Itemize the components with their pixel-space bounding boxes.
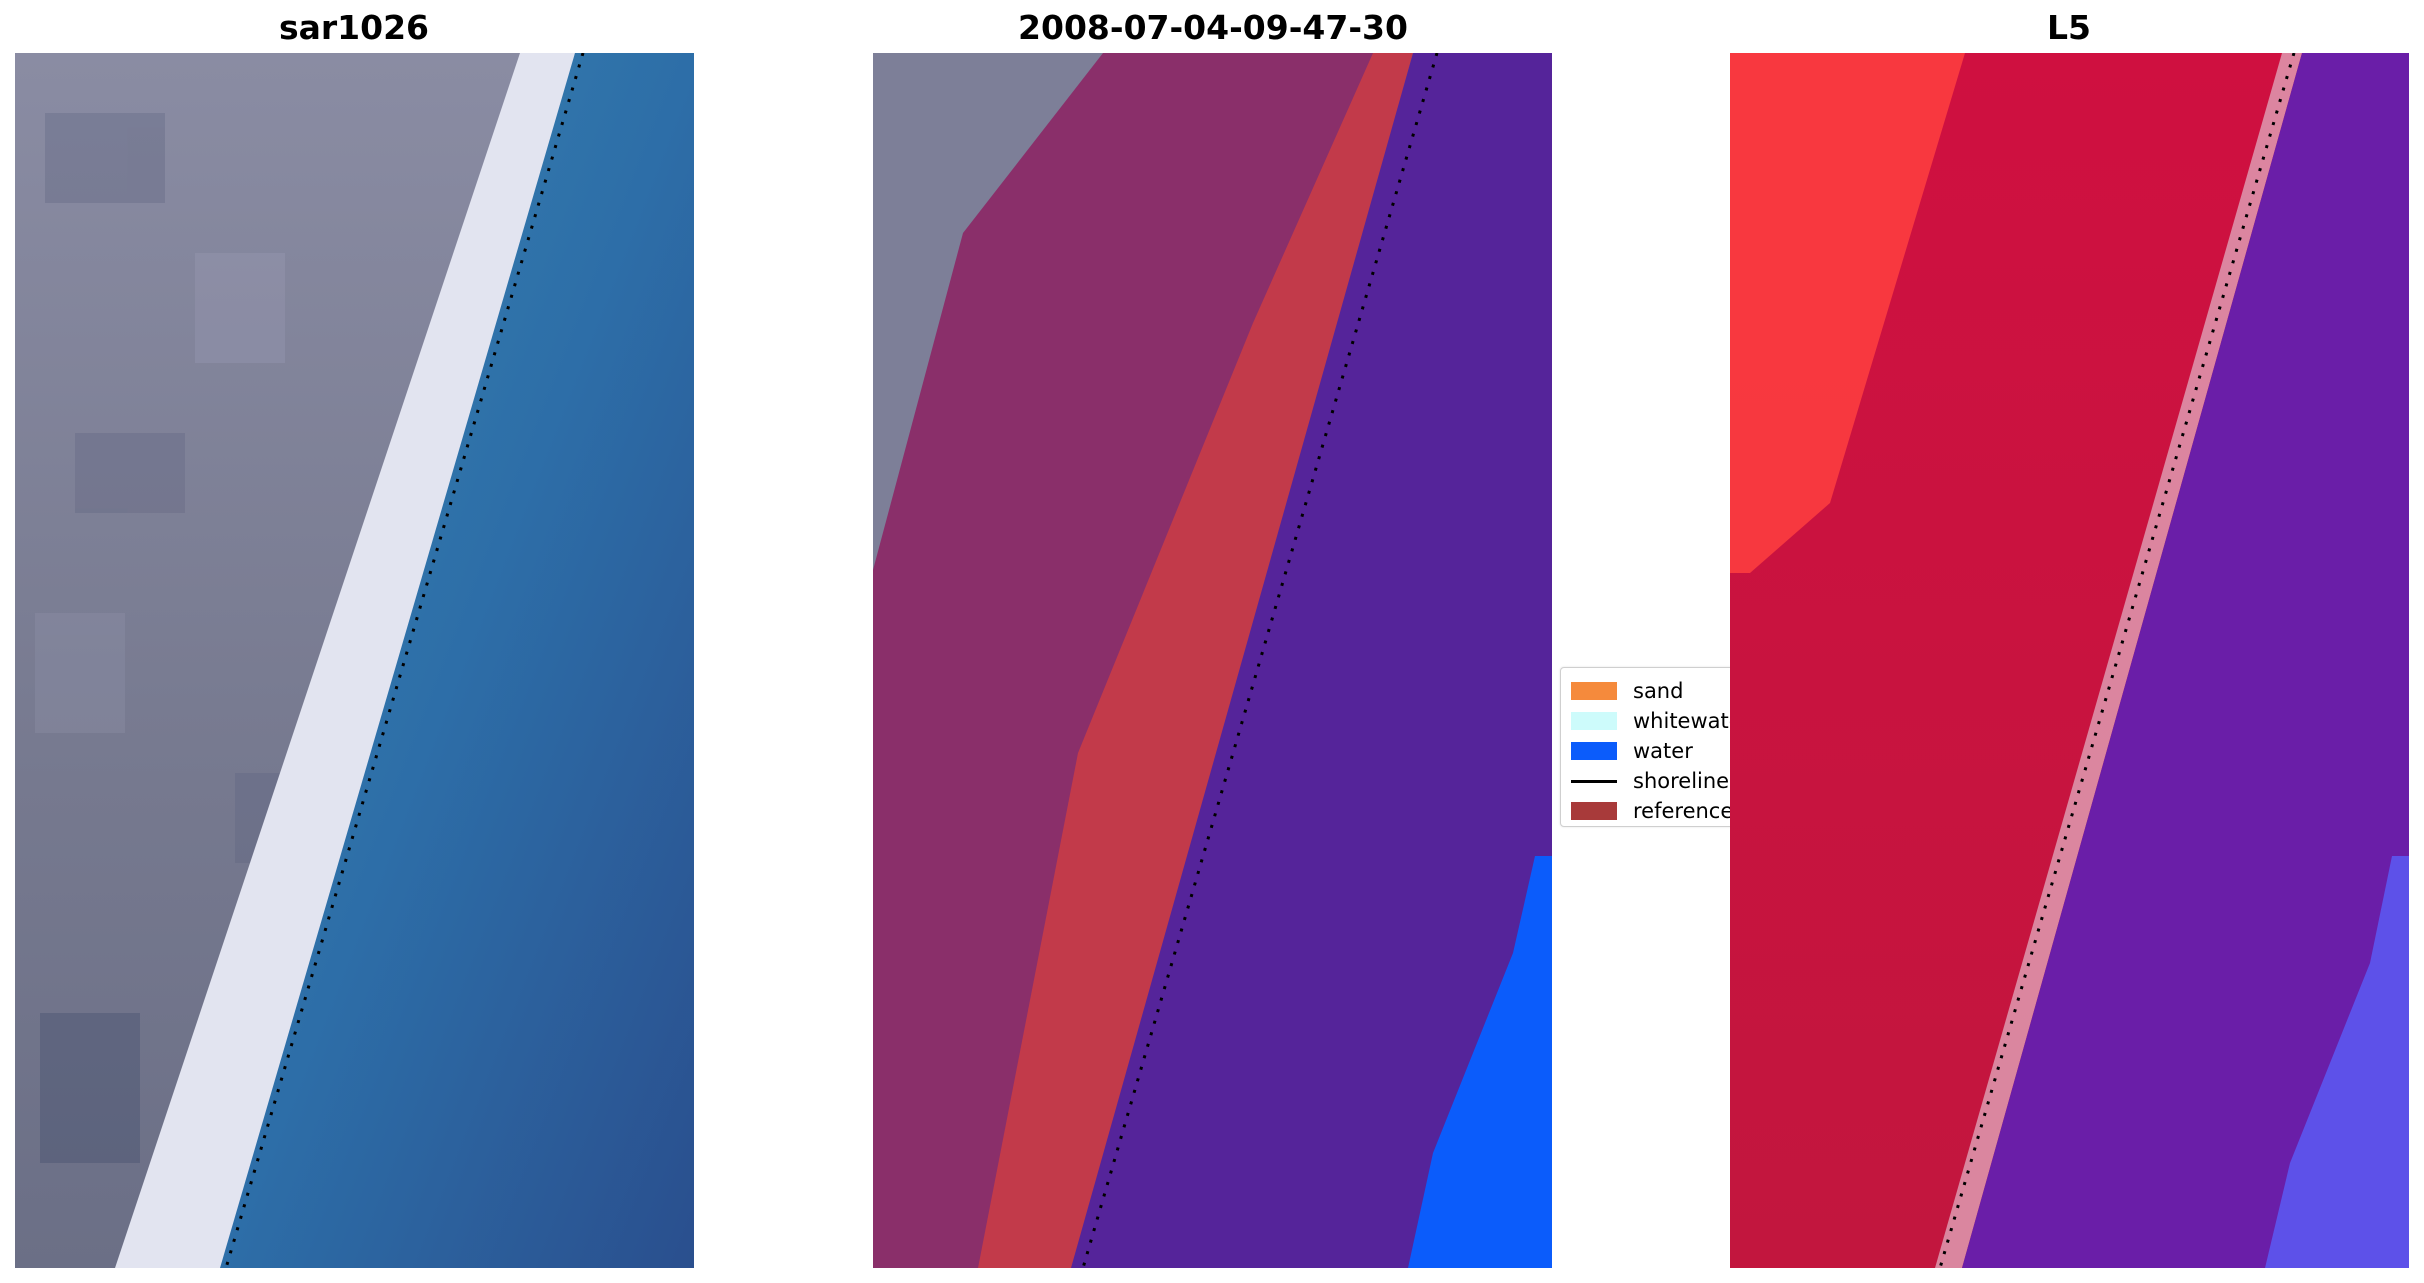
legend: sand whitewater water shoreline referenc… — [1560, 667, 1737, 827]
legend-label: water — [1633, 739, 1693, 763]
reference-band — [978, 53, 1413, 1268]
probability-map-panel — [1730, 53, 2409, 1268]
water-class-region — [1408, 856, 1552, 1268]
legend-label: whitewater — [1633, 709, 1736, 733]
panel-title-probability: L5 — [2047, 8, 2091, 47]
transition-band — [1935, 53, 2302, 1268]
legend-label: reference — [1633, 799, 1734, 823]
legend-item-water: water — [1571, 738, 1693, 764]
whitewater-swatch — [1571, 712, 1617, 730]
high-probability-region — [1730, 53, 1965, 573]
panel-title-classified: 2008-07-04-09-47-30 — [1018, 8, 1408, 47]
legend-item-whitewater: whitewater — [1571, 708, 1736, 734]
classified-image-panel — [873, 53, 1552, 1268]
water-swatch — [1571, 742, 1617, 760]
water-overlay — [1071, 53, 1552, 1268]
legend-item-sand: sand — [1571, 678, 1683, 704]
rgb-image-panel — [15, 53, 694, 1268]
whitewater-band — [115, 53, 575, 1268]
legend-label: sand — [1633, 679, 1684, 703]
legend-item-reference: reference — [1571, 798, 1733, 824]
water-region — [220, 53, 694, 1268]
low-probability-region — [1962, 53, 2409, 1268]
panel-title-rgb: sar1026 — [278, 8, 430, 47]
reference-swatch — [1571, 802, 1617, 820]
legend-label: shoreline — [1633, 769, 1730, 793]
very-low-probability-region — [2265, 856, 2409, 1268]
sand-swatch — [1571, 682, 1617, 700]
shoreline-swatch — [1571, 779, 1617, 783]
land-texture — [35, 113, 315, 1163]
legend-item-shoreline: shoreline — [1571, 768, 1729, 794]
